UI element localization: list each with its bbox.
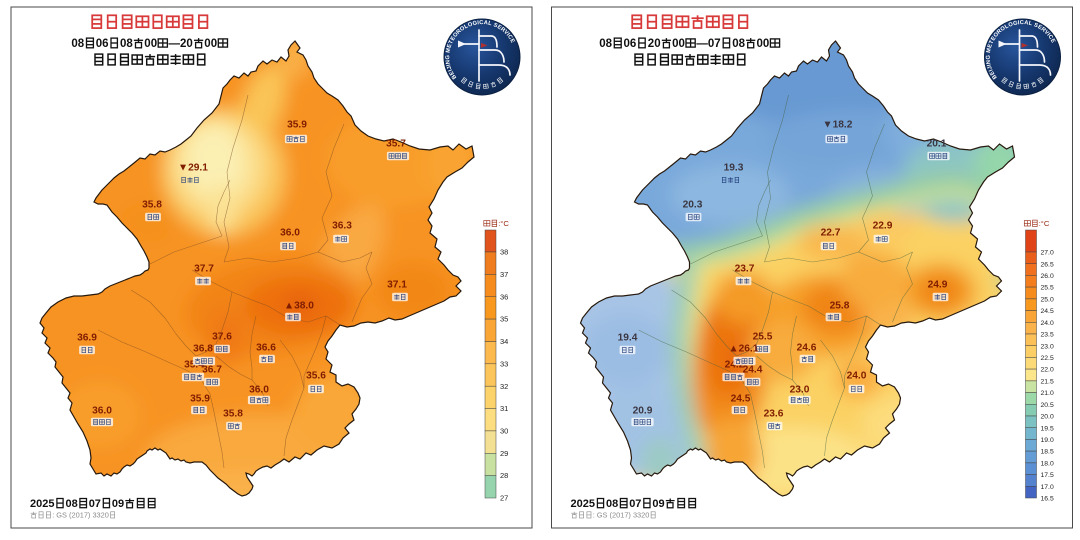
svg-text:24.6: 24.6 xyxy=(797,342,817,353)
svg-text:: GS (2017) 3320: : GS (2017) 3320 xyxy=(52,511,109,520)
svg-text:36.7: 36.7 xyxy=(202,364,222,375)
svg-text:20.3: 20.3 xyxy=(683,199,703,210)
svg-text::°C: :°C xyxy=(498,219,509,228)
svg-text:20.1: 20.1 xyxy=(927,138,947,149)
svg-text:23.0: 23.0 xyxy=(790,384,810,395)
svg-text:33: 33 xyxy=(500,359,508,368)
svg-text:18.5: 18.5 xyxy=(1041,449,1054,456)
svg-text:24.0: 24.0 xyxy=(1041,320,1054,327)
svg-text:36.0: 36.0 xyxy=(280,227,300,238)
svg-text:38: 38 xyxy=(500,248,508,257)
svg-text:08: 08 xyxy=(599,38,612,50)
svg-text:27: 27 xyxy=(500,494,508,503)
svg-text:17.0: 17.0 xyxy=(1041,484,1054,491)
svg-text:19.5: 19.5 xyxy=(1041,425,1054,432)
svg-text:22.9: 22.9 xyxy=(873,220,893,231)
svg-text:00: 00 xyxy=(144,38,157,50)
svg-text:08: 08 xyxy=(66,498,78,510)
svg-text:35.6: 35.6 xyxy=(306,370,326,381)
svg-text:36.9: 36.9 xyxy=(77,332,97,343)
svg-text:35: 35 xyxy=(500,315,508,324)
svg-text:22.5: 22.5 xyxy=(1041,355,1054,362)
svg-text:28: 28 xyxy=(500,471,508,480)
svg-text:35.9: 35.9 xyxy=(287,119,307,130)
svg-text:37.7: 37.7 xyxy=(194,263,214,274)
svg-text:26.5: 26.5 xyxy=(1041,261,1054,268)
svg-text:23.6: 23.6 xyxy=(764,408,784,419)
svg-text:22.7: 22.7 xyxy=(821,227,841,238)
svg-text:37: 37 xyxy=(500,270,508,279)
svg-text:00: 00 xyxy=(204,38,217,50)
svg-text:17.5: 17.5 xyxy=(1041,472,1054,479)
svg-text:24.4: 24.4 xyxy=(743,364,763,375)
svg-text:36: 36 xyxy=(500,292,508,301)
svg-text:▲38.0: ▲38.0 xyxy=(284,300,314,311)
svg-text::°C: :°C xyxy=(1039,219,1050,228)
svg-text:35.9: 35.9 xyxy=(190,393,210,404)
svg-text:36.3: 36.3 xyxy=(332,220,352,231)
svg-text:37.1: 37.1 xyxy=(387,279,407,290)
svg-text:2025: 2025 xyxy=(571,498,595,510)
svg-text:37.6: 37.6 xyxy=(212,331,232,342)
svg-text:23.5: 23.5 xyxy=(1041,332,1054,339)
svg-text:—20: —20 xyxy=(169,38,193,50)
svg-text:24.0: 24.0 xyxy=(847,370,867,381)
svg-text:25.5: 25.5 xyxy=(753,331,773,342)
svg-text:23.7: 23.7 xyxy=(735,263,755,274)
svg-text:: GS (2017) 3320: : GS (2017) 3320 xyxy=(593,511,650,520)
svg-text:19.3: 19.3 xyxy=(724,162,744,173)
svg-text:16.5: 16.5 xyxy=(1041,496,1054,503)
svg-text:29: 29 xyxy=(500,449,508,458)
svg-text:19.0: 19.0 xyxy=(1041,437,1054,444)
svg-text:09: 09 xyxy=(652,498,664,510)
svg-text:21.5: 21.5 xyxy=(1041,379,1054,386)
svg-text:27.0: 27.0 xyxy=(1041,250,1054,257)
svg-text:35.7: 35.7 xyxy=(386,138,406,149)
svg-text:20: 20 xyxy=(648,38,661,50)
svg-text:20.9: 20.9 xyxy=(633,405,653,416)
svg-text:25.8: 25.8 xyxy=(830,300,850,311)
svg-text:25.0: 25.0 xyxy=(1041,297,1054,304)
svg-text:00: 00 xyxy=(672,38,685,50)
svg-text:26.0: 26.0 xyxy=(1041,273,1054,280)
svg-text:07: 07 xyxy=(89,498,101,510)
svg-text:34: 34 xyxy=(500,337,508,346)
svg-text:18.0: 18.0 xyxy=(1041,461,1054,468)
svg-text:▼29.1: ▼29.1 xyxy=(178,162,208,173)
svg-text:00: 00 xyxy=(757,38,770,50)
svg-text:07: 07 xyxy=(629,498,641,510)
svg-text:24.5: 24.5 xyxy=(1041,308,1054,315)
svg-text:25.5: 25.5 xyxy=(1041,285,1054,292)
svg-text:36.8: 36.8 xyxy=(193,343,213,354)
svg-text:08: 08 xyxy=(71,38,84,50)
svg-text:06: 06 xyxy=(96,38,109,50)
svg-text:▲26.1: ▲26.1 xyxy=(729,343,759,354)
svg-text:20.5: 20.5 xyxy=(1041,402,1054,409)
svg-text:22.0: 22.0 xyxy=(1041,367,1054,374)
svg-text:09: 09 xyxy=(112,498,124,510)
svg-text:35.8: 35.8 xyxy=(223,408,243,419)
svg-text:08: 08 xyxy=(732,38,745,50)
svg-text:06: 06 xyxy=(624,38,637,50)
svg-text:08: 08 xyxy=(120,38,133,50)
svg-text:23.0: 23.0 xyxy=(1041,343,1054,350)
svg-text:36.0: 36.0 xyxy=(92,405,112,416)
svg-text:20.0: 20.0 xyxy=(1041,414,1054,421)
svg-text:24.5: 24.5 xyxy=(731,393,751,404)
svg-text:2025: 2025 xyxy=(30,498,54,510)
svg-text:08: 08 xyxy=(606,498,618,510)
svg-text:24.9: 24.9 xyxy=(928,279,948,290)
svg-text:19.4: 19.4 xyxy=(618,332,638,343)
svg-text:—07: —07 xyxy=(696,38,720,50)
svg-text:36.0: 36.0 xyxy=(249,384,269,395)
svg-text:31: 31 xyxy=(500,404,508,413)
svg-text:30: 30 xyxy=(500,427,508,436)
svg-text:▼18.2: ▼18.2 xyxy=(823,119,853,130)
svg-text:32: 32 xyxy=(500,382,508,391)
svg-text:21.0: 21.0 xyxy=(1041,390,1054,397)
svg-text:36.6: 36.6 xyxy=(256,342,276,353)
svg-text:35.8: 35.8 xyxy=(142,199,162,210)
